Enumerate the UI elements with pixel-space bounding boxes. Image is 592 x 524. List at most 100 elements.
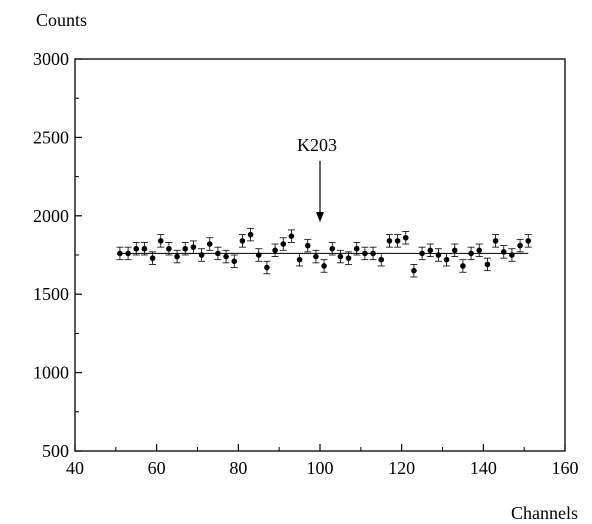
point-marker bbox=[411, 267, 417, 274]
x-tick-label: 120 bbox=[388, 458, 415, 478]
x-tick-label: 160 bbox=[552, 458, 579, 478]
data-point bbox=[271, 243, 279, 257]
x-axis-label: Channels bbox=[511, 503, 578, 523]
data-point bbox=[345, 251, 353, 265]
point-marker bbox=[509, 252, 515, 258]
annotation-label: K203 bbox=[297, 135, 337, 155]
data-point bbox=[475, 243, 483, 257]
data-point bbox=[255, 248, 263, 262]
data-point bbox=[140, 242, 148, 256]
point-marker bbox=[288, 233, 295, 239]
data-point bbox=[500, 245, 508, 259]
point-marker bbox=[362, 250, 368, 257]
point-marker bbox=[460, 263, 466, 269]
data-point bbox=[451, 243, 459, 257]
y-tick-label: 2500 bbox=[33, 127, 69, 147]
point-marker bbox=[394, 238, 401, 244]
data-point bbox=[377, 253, 385, 267]
point-marker bbox=[223, 253, 229, 260]
data-point bbox=[467, 246, 475, 261]
point-marker bbox=[141, 245, 148, 252]
point-marker bbox=[255, 252, 262, 258]
data-point bbox=[402, 231, 410, 245]
data-point bbox=[385, 234, 393, 248]
point-marker bbox=[378, 256, 385, 263]
point-marker bbox=[451, 247, 458, 254]
point-marker bbox=[231, 258, 238, 265]
point-marker bbox=[166, 245, 172, 252]
data-point bbox=[508, 248, 516, 262]
data-point bbox=[222, 249, 230, 264]
point-marker bbox=[525, 238, 532, 244]
point-marker bbox=[468, 250, 474, 257]
x-tick-label: 60 bbox=[148, 458, 166, 478]
point-marker bbox=[182, 245, 189, 252]
point-marker bbox=[329, 245, 336, 252]
data-point bbox=[524, 234, 532, 248]
point-marker bbox=[337, 253, 344, 260]
x-tick-label: 80 bbox=[229, 458, 247, 478]
data-point bbox=[336, 249, 344, 264]
point-marker bbox=[370, 250, 376, 257]
y-tick-label: 500 bbox=[42, 441, 69, 461]
point-marker bbox=[402, 234, 409, 241]
data-point bbox=[353, 242, 361, 256]
data-point bbox=[410, 264, 418, 278]
data-point bbox=[238, 234, 246, 248]
data-point bbox=[394, 234, 402, 248]
data-point bbox=[287, 229, 295, 243]
data-point bbox=[149, 251, 157, 265]
point-marker bbox=[215, 250, 221, 257]
point-marker bbox=[125, 250, 131, 257]
data-point bbox=[296, 253, 304, 267]
data-point bbox=[230, 254, 238, 268]
point-marker bbox=[247, 231, 254, 238]
point-marker bbox=[190, 244, 197, 250]
x-tick-label: 100 bbox=[307, 458, 334, 478]
x-tick-label: 40 bbox=[66, 458, 84, 478]
point-marker bbox=[345, 255, 352, 261]
data-point bbox=[165, 242, 173, 256]
plot-frame bbox=[74, 58, 566, 452]
point-marker bbox=[272, 247, 278, 254]
data-point bbox=[173, 249, 181, 264]
data-point bbox=[459, 259, 467, 273]
point-marker bbox=[492, 238, 499, 244]
data-point bbox=[369, 246, 377, 261]
data-point bbox=[247, 227, 255, 242]
data-point bbox=[492, 234, 500, 248]
point-marker bbox=[304, 242, 311, 249]
point-marker bbox=[321, 263, 327, 269]
point-marker bbox=[419, 250, 425, 257]
point-marker bbox=[484, 261, 491, 268]
point-marker bbox=[313, 253, 319, 260]
annotation-arrow-head bbox=[316, 212, 324, 223]
axis-ticks: 40 60 80 100 120 140 160 500 1000 1500 2000 2500 300… bbox=[33, 49, 579, 478]
point-marker bbox=[174, 253, 180, 260]
point-marker bbox=[500, 249, 507, 255]
data-point bbox=[189, 240, 197, 254]
data-point bbox=[181, 242, 189, 256]
point-marker bbox=[133, 245, 140, 252]
data-points bbox=[116, 227, 532, 278]
y-axis-label: Counts bbox=[36, 10, 87, 30]
data-point bbox=[483, 257, 491, 272]
data-point bbox=[116, 246, 124, 261]
data-point bbox=[124, 246, 132, 261]
x-tick-label: 140 bbox=[470, 458, 497, 478]
point-marker bbox=[206, 241, 213, 247]
data-point bbox=[418, 246, 426, 261]
data-point bbox=[132, 242, 140, 256]
point-marker bbox=[386, 238, 393, 244]
point-marker bbox=[264, 264, 270, 271]
point-marker bbox=[353, 245, 360, 252]
data-point bbox=[263, 260, 271, 275]
point-marker bbox=[117, 250, 123, 257]
data-point bbox=[426, 243, 434, 257]
point-marker bbox=[427, 247, 434, 254]
y-tick-label: 2000 bbox=[33, 206, 69, 226]
point-marker bbox=[476, 247, 483, 254]
point-marker bbox=[198, 252, 205, 258]
data-point bbox=[320, 259, 328, 273]
